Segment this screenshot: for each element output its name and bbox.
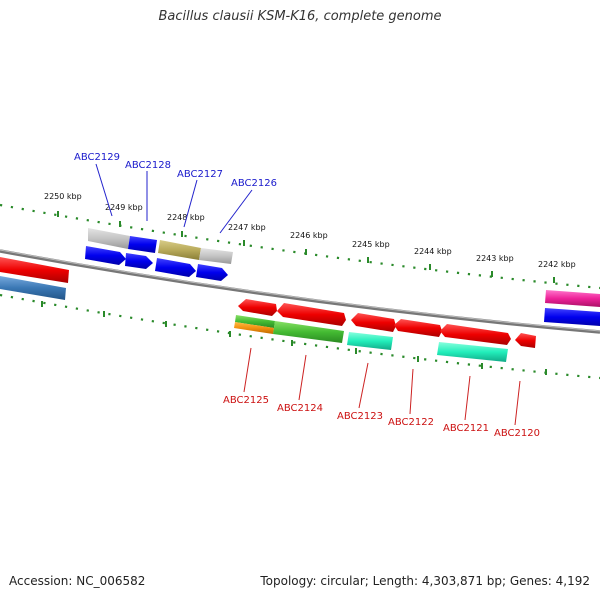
gene-label-abc2123[interactable]: ABC2123 [337,411,383,422]
gene-feature-abc2125[interactable] [238,299,277,316]
gene-label-abc2126[interactable]: ABC2126 [231,178,277,189]
gene-label-abc2125[interactable]: ABC2125 [223,395,269,406]
ruler-major-ticks-top [57,211,555,283]
gene-feature-orange[interactable] [234,322,274,334]
ruler-label-2243: 2243 kbp [476,254,514,263]
gene-label-abc2127[interactable]: ABC2127 [177,169,223,180]
gene-label-abc2129[interactable]: ABC2129 [74,152,120,163]
gene-feature-blue-2[interactable] [125,253,153,269]
ruler-label-2247: 2247 kbp [228,223,266,232]
gene-feature-abc2128[interactable] [128,236,157,253]
gene-feature-abc2121[interactable] [440,324,511,345]
gene-feature-abc2120[interactable] [515,333,536,348]
ruler-label-2248: 2248 kbp [167,213,205,222]
gene-feature-abc2124[interactable] [277,303,346,326]
leader-lines-top [95,163,253,234]
gene-feature-abc2126[interactable] [199,248,233,264]
gene-feature-abc2122[interactable] [394,319,442,337]
gene-feature-right-pink[interactable] [545,290,600,307]
genome-backbone [0,249,600,334]
ruler-label-2250: 2250 kbp [44,192,82,201]
gene-label-abc2122[interactable]: ABC2122 [388,417,434,428]
gene-feature-teal-2[interactable] [437,342,508,362]
gene-feature-teal-1[interactable] [347,332,393,350]
gene-feature-left-steel[interactable] [0,276,66,300]
gene-label-abc2120[interactable]: ABC2120 [494,428,540,439]
ruler-major-ticks-bottom [41,301,547,375]
ruler-label-2242: 2242 kbp [538,260,576,269]
gene-feature-abc2123[interactable] [351,313,396,332]
gene-label-abc2121[interactable]: ABC2121 [443,423,489,434]
gene-feature-right-blue[interactable] [544,308,600,326]
gene-label-abc2128[interactable]: ABC2128 [125,160,171,171]
gene-feature-blue-4[interactable] [196,264,228,281]
gene-feature-left-red[interactable] [0,257,69,283]
ruler-label-2245: 2245 kbp [352,240,390,249]
ruler-label-2244: 2244 kbp [414,247,452,256]
topology-text: Topology: circular; Length: 4,303,871 bp… [260,574,590,588]
gene-feature-blue-3[interactable] [155,258,196,277]
leader-lines-bottom [243,347,521,426]
gene-feature-blue-1[interactable] [85,246,126,265]
gene-feature-green-1[interactable] [235,315,275,328]
gene-feature-green-2[interactable] [273,321,344,343]
ruler-track-top [0,203,600,290]
genome-title: Bacillus clausii KSM-K16, complete genom… [158,9,442,24]
accession-text: Accession: NC_006582 [9,574,146,588]
gene-feature-abc2127[interactable] [158,240,201,260]
gene-label-abc2124[interactable]: ABC2124 [277,403,323,414]
gene-feature-abc2129[interactable] [88,228,130,249]
ruler-label-2246: 2246 kbp [290,231,328,240]
ruler-label-2249: 2249 kbp [105,203,143,212]
